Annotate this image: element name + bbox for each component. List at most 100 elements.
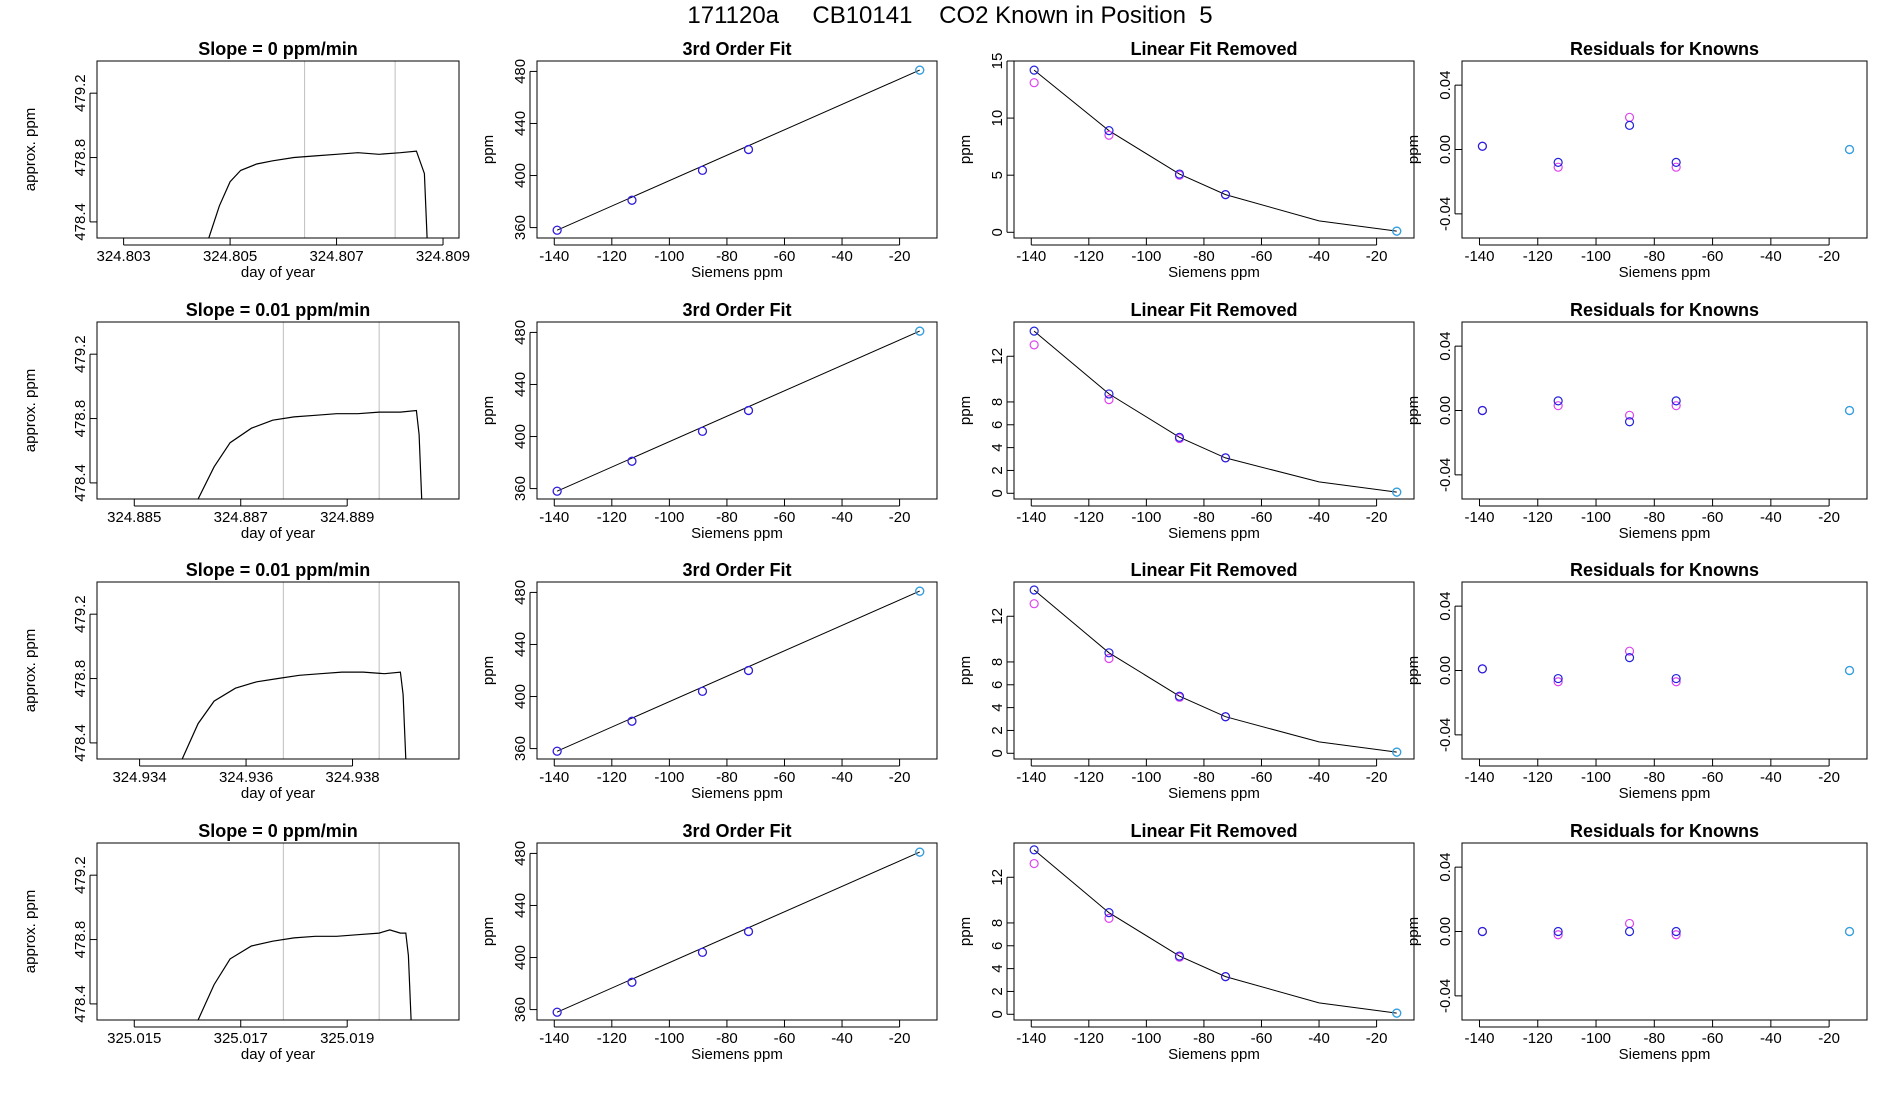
p10-plot-frame (536, 581, 938, 760)
p8-x-tick-label-3: -100 (1581, 509, 1611, 526)
p14-x-tick-label-3: -100 (654, 1030, 684, 1047)
p13-x-tick-label-2: 325.017 (214, 1030, 268, 1047)
p4-y-tick-label-1: -0.04 (1437, 197, 1454, 231)
p15-series-2-point-4 (1220, 972, 1231, 982)
p15-title: Linear Fit Removed (1130, 821, 1297, 841)
p9-y-axis-label: approx. ppm (22, 629, 39, 712)
p16-plot-frame (1461, 842, 1868, 1021)
p15-series-2-point-3 (1174, 951, 1185, 961)
p2-series-2-point-1 (552, 225, 562, 235)
p16-x-tick-label-7: -20 (1818, 1030, 1840, 1047)
p3-y-tick-label-4: 15 (989, 53, 1006, 70)
p1-x-axis-label: day of year (241, 264, 315, 281)
p7-title: Linear Fit Removed (1130, 300, 1297, 320)
p4-series-2-point-4 (1671, 157, 1681, 167)
p3-y-tick-label-3: 10 (989, 110, 1006, 127)
p16-title: Residuals for Knowns (1570, 821, 1759, 841)
p12-y-tick-label-1: -0.04 (1437, 718, 1454, 752)
p9-x-axis-label: day of year (241, 785, 315, 802)
p12-series-1-point-4 (1671, 677, 1681, 687)
p12-series-1-point-2 (1553, 677, 1563, 687)
p11-y-tick-label-3: 4 (989, 703, 1006, 711)
p4-series-2-point-3 (1624, 120, 1635, 130)
p7-y-tick-label-1: 0 (989, 489, 1006, 497)
p10-x-axis-label: Siemens ppm (691, 785, 783, 802)
p10-y-tick-label-1: 360 (512, 736, 529, 761)
p8-y-tick-label-3: 0.04 (1437, 332, 1454, 361)
p16-x-tick-label-6: -40 (1760, 1030, 1782, 1047)
p12-series-2-point-3 (1624, 653, 1635, 663)
p11-x-tick-label-1: -140 (1016, 769, 1046, 786)
p15-x-tick-label-3: -100 (1131, 1030, 1161, 1047)
p14-x-tick-label-6: -40 (831, 1030, 853, 1047)
p5-x-tick-label-1: 324.885 (107, 509, 161, 526)
p3-series-2-point-5 (1392, 226, 1402, 236)
p2-y-tick-label-1: 360 (512, 215, 529, 240)
p15-fit-curve (1033, 849, 1397, 1014)
p5-y-axis-label: approx. ppm (22, 369, 39, 452)
p6-x-tick-label-4: -80 (716, 509, 738, 526)
p12-x-tick-label-6: -40 (1760, 769, 1782, 786)
p14-x-tick-label-1: -140 (539, 1030, 569, 1047)
p10-y-tick-label-4: 480 (512, 580, 529, 605)
p13-x-tick-label-3: 325.019 (320, 1030, 374, 1047)
p6-title: 3rd Order Fit (682, 300, 791, 320)
p11-x-tick-label-6: -40 (1308, 769, 1330, 786)
p3-title: Linear Fit Removed (1130, 39, 1297, 59)
p8-x-tick-label-5: -60 (1702, 509, 1724, 526)
p13-y-axis-label: approx. ppm (22, 890, 39, 973)
p14-series-2-point-3 (697, 947, 708, 957)
p3-plot-frame (1013, 60, 1415, 239)
p15-x-axis-label: Siemens ppm (1168, 1046, 1260, 1063)
p4-y-tick-label-3: 0.04 (1437, 71, 1454, 100)
p4-y-tick-label-2: 0.00 (1437, 135, 1454, 164)
p7-y-tick-label-6: 12 (989, 348, 1006, 365)
p6-fit-curve (556, 330, 920, 492)
p7-x-tick-label-1: -140 (1016, 509, 1046, 526)
p11-series-2-point-4 (1220, 712, 1231, 722)
p5-x-tick-label-3: 324.889 (320, 509, 374, 526)
p1-trace-line-1 (208, 150, 428, 238)
p15-x-tick-label-2: -120 (1074, 1030, 1104, 1047)
p14-x-tick-label-4: -80 (716, 1030, 738, 1047)
p16-x-axis-label: Siemens ppm (1619, 1046, 1711, 1063)
p7-plot-frame (1013, 321, 1415, 500)
p15-x-tick-label-5: -60 (1251, 1030, 1273, 1047)
p11-series-2-point-1 (1029, 585, 1039, 595)
p5-title: Slope = 0.01 ppm/min (186, 300, 371, 320)
p11-plot-frame (1013, 581, 1415, 760)
p1-y-tick-label-3: 479.2 (72, 74, 89, 112)
p16-series-1-point-4 (1671, 930, 1681, 940)
p1-x-tick-label-1: 324.803 (97, 248, 151, 265)
p2-x-tick-label-1: -140 (539, 248, 569, 265)
p2-x-tick-label-6: -40 (831, 248, 853, 265)
p4-x-tick-label-6: -40 (1760, 248, 1782, 265)
p7-series-2-point-3 (1174, 432, 1185, 442)
p2-series-2-point-5 (915, 65, 925, 75)
p8-series-1-point-4 (1671, 401, 1681, 411)
p15-plot-frame (1013, 842, 1415, 1021)
p13-y-tick-label-3: 479.2 (72, 856, 89, 894)
p14-title: 3rd Order Fit (682, 821, 791, 841)
p11-x-tick-label-5: -60 (1251, 769, 1273, 786)
p6-series-2-point-4 (743, 405, 754, 416)
p10-fit-curve (556, 590, 920, 752)
p14-y-tick-label-4: 480 (512, 841, 529, 866)
p12-series-2-point-1 (1477, 664, 1487, 674)
p2-x-tick-label-5: -60 (774, 248, 796, 265)
p11-x-tick-label-4: -80 (1193, 769, 1215, 786)
p14-series-2-point-2 (627, 977, 637, 987)
p15-series-1-point-1 (1029, 858, 1039, 869)
p10-x-tick-label-7: -20 (889, 769, 911, 786)
p11-series-2-point-5 (1392, 747, 1402, 757)
p4-series-2-point-5 (1844, 144, 1855, 155)
p3-series-2-point-3 (1174, 169, 1185, 179)
p3-series-1-point-1 (1029, 78, 1039, 88)
p11-series-1-point-2 (1104, 653, 1114, 664)
p10-series-2-point-4 (743, 665, 754, 676)
p12-title: Residuals for Knowns (1570, 560, 1759, 580)
p10-series-2-point-1 (552, 746, 562, 756)
p8-series-2-point-1 (1477, 405, 1487, 416)
p4-x-tick-label-7: -20 (1818, 248, 1840, 265)
